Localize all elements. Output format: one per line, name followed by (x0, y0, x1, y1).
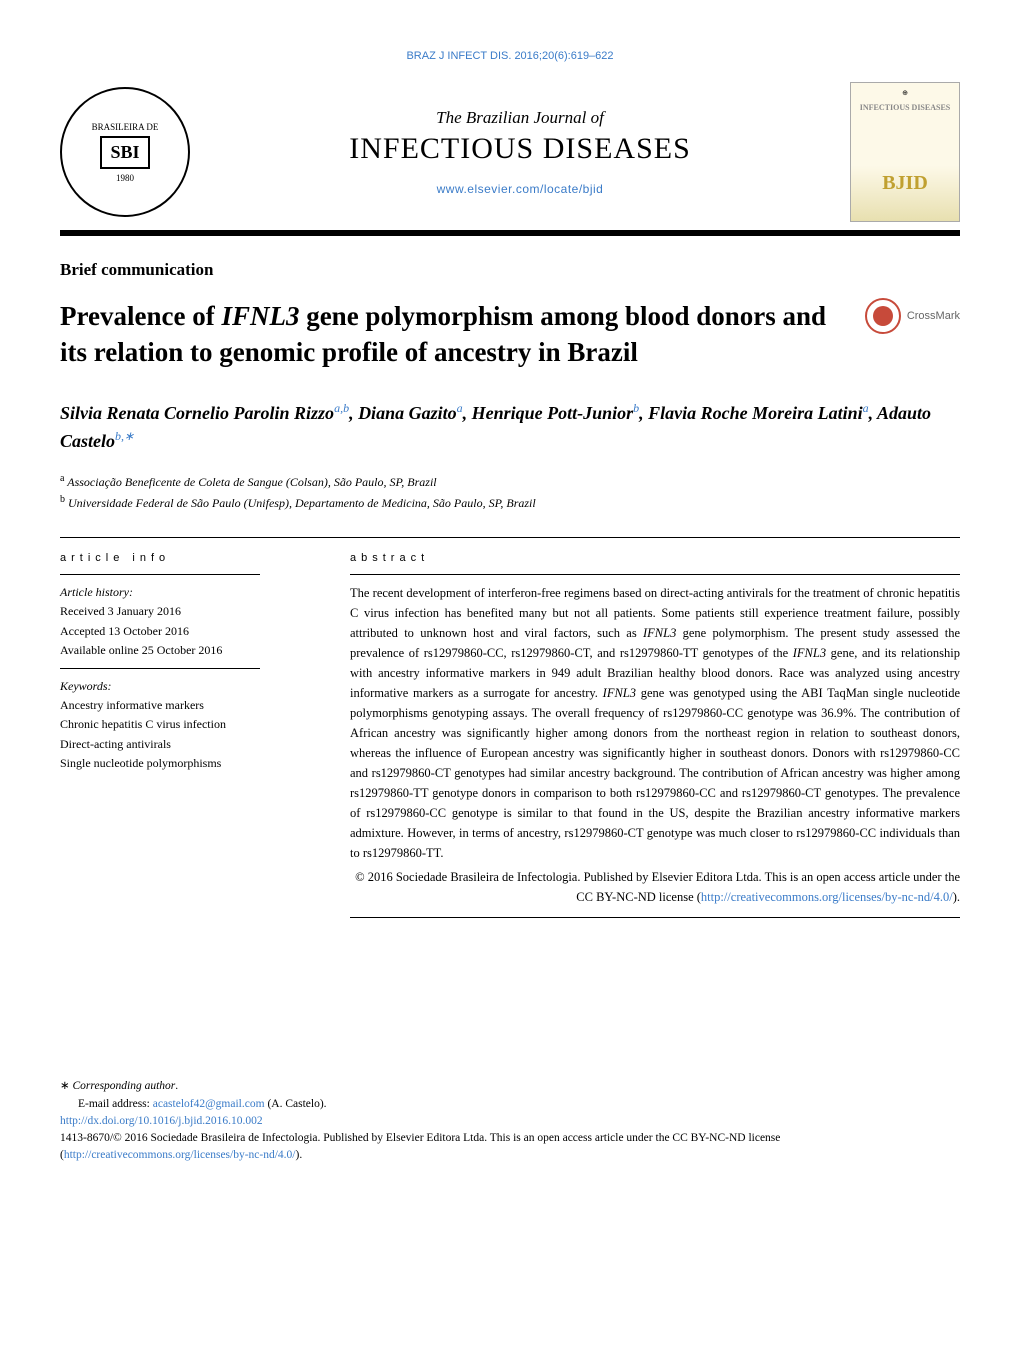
title-row: Prevalence of IFNL3 gene polymorphism am… (60, 298, 960, 371)
journal-reference-link[interactable]: BRAZ J INFECT DIS. 2016;20(6):619–622 (406, 50, 613, 62)
logo-text-bottom: 1980 (116, 173, 134, 183)
online-date: Available online 25 October 2016 (60, 641, 310, 660)
article-type: Brief communication (60, 260, 960, 280)
society-logo: BRASILEIRA DE SBI 1980 (60, 87, 190, 217)
keywords-block: Keywords: Ancestry informative markers C… (60, 669, 310, 781)
journal-subtitle: The Brazilian Journal of (190, 108, 850, 128)
keyword: Single nucleotide polymorphisms (60, 754, 310, 773)
affiliation: Universidade Federal de São Paulo (Unife… (68, 496, 536, 510)
author: Silvia Renata Cornelio Parolin Rizzo (60, 403, 334, 423)
author: , Diana Gazito (349, 403, 457, 423)
article-history: Article history: Received 3 January 2016… (60, 575, 310, 668)
journal-cover-thumbnail: ⊕ INFECTIOUS DISEASES BJID (850, 82, 960, 222)
accepted-date: Accepted 13 October 2016 (60, 622, 310, 641)
email-label: E-mail address: (78, 1098, 153, 1110)
footer: ∗ Corresponding author. E-mail address: … (60, 1078, 960, 1164)
author-affil-sup: a,b (334, 401, 349, 415)
author-affil-sup: b,∗ (115, 429, 134, 443)
affiliation: Associação Beneficente de Coleta de Sang… (67, 475, 436, 489)
logo-text-top: BRASILEIRA DE (92, 122, 159, 132)
crossmark-label: CrossMark (907, 310, 960, 322)
article-info-heading: article info (60, 538, 310, 574)
logo-sbi: SBI (100, 136, 149, 169)
author-list: Silvia Renata Cornelio Parolin Rizzoa,b,… (60, 399, 960, 455)
cover-title: INFECTIOUS DISEASES (857, 103, 953, 112)
author: , Henrique Pott-Junior (463, 403, 634, 423)
keyword: Direct-acting antivirals (60, 735, 310, 754)
journal-reference: BRAZ J INFECT DIS. 2016;20(6):619–622 (60, 50, 960, 62)
abstract-bottom-divider (350, 917, 960, 918)
keywords-label: Keywords: (60, 677, 310, 696)
received-date: Received 3 January 2016 (60, 602, 310, 621)
masthead: BRASILEIRA DE SBI 1980 The Brazilian Jou… (60, 82, 960, 222)
crossmark-badge[interactable]: CrossMark (865, 298, 960, 334)
corresponding-author-label: Corresponding author (73, 1080, 176, 1092)
footer-license-link[interactable]: http://creativecommons.org/licenses/by-n… (64, 1149, 296, 1161)
two-column-layout: article info Article history: Received 3… (60, 538, 960, 918)
article-info-column: article info Article history: Received 3… (60, 538, 310, 918)
license-link[interactable]: http://creativecommons.org/licenses/by-n… (701, 890, 953, 904)
masthead-center: The Brazilian Journal of INFECTIOUS DISE… (190, 108, 850, 196)
doi-link[interactable]: http://dx.doi.org/10.1016/j.bjid.2016.10… (60, 1115, 263, 1127)
journal-title: INFECTIOUS DISEASES (190, 132, 850, 166)
journal-url-link[interactable]: www.elsevier.com/locate/bjid (437, 182, 604, 196)
abstract-body: The recent development of interferon-fre… (350, 575, 960, 863)
cover-updates-icon: ⊕ (857, 89, 953, 97)
masthead-divider (60, 230, 960, 236)
abstract-heading: abstract (350, 538, 960, 574)
email-author-name: (A. Castelo). (265, 1098, 327, 1110)
author: , Flavia Roche Moreira Latini (639, 403, 863, 423)
abstract-column: abstract The recent development of inter… (350, 538, 960, 918)
cover-bjid: BJID (857, 172, 953, 195)
keyword: Ancestry informative markers (60, 696, 310, 715)
corresponding-email-link[interactable]: acastelof42@gmail.com (153, 1098, 265, 1110)
article-title: Prevalence of IFNL3 gene polymorphism am… (60, 298, 865, 371)
crossmark-icon (865, 298, 901, 334)
keyword: Chronic hepatitis C virus infection (60, 715, 310, 734)
affiliations: a Associação Beneficente de Coleta de Sa… (60, 471, 960, 513)
abstract-copyright: © 2016 Sociedade Brasileira de Infectolo… (350, 867, 960, 907)
history-label: Article history: (60, 583, 310, 602)
